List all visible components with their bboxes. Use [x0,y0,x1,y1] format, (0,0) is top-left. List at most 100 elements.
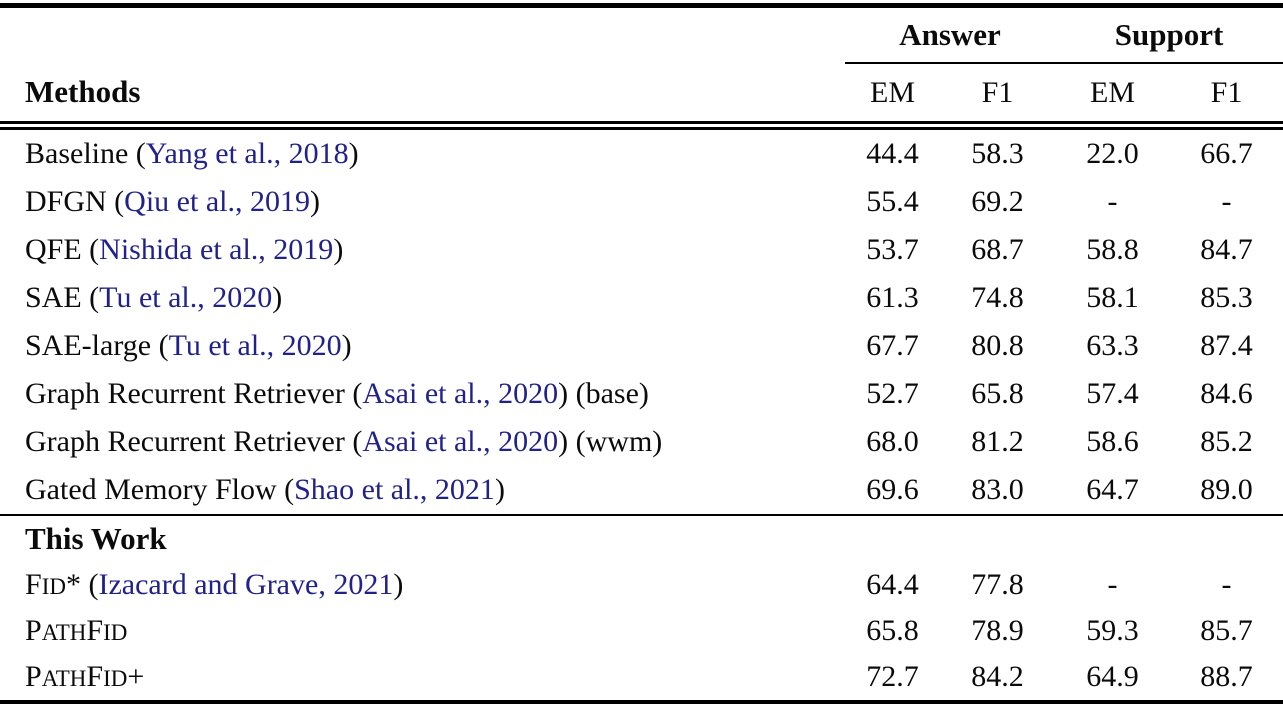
method-cell: DFGN (Qiu et al., 2019) [0,178,845,226]
metric-cell: 22.0 [1086,137,1139,170]
method-name-text: ) [341,329,352,362]
method-name-text: P [25,660,42,693]
subheader-row: Methods EM F1 EM F1 [0,63,1283,130]
table-row: SAE (Tu et al., 2020) 61.3 74.8 58.1 85.3 [0,274,1283,322]
section-label: This Work [0,514,845,562]
method-name-text: ) [309,185,320,218]
metric-cell-empty [1170,514,1283,562]
method-name-text: ) (base) [558,377,649,410]
citation-link[interactable]: Qiu et al., 2019 [124,185,310,218]
metric-cell: 69.2 [971,185,1024,218]
citation-link[interactable]: Shao et al., 2021 [294,473,495,506]
method-name-smallcaps: ATH [41,620,87,645]
citation-link[interactable]: Tu et al., 2020 [99,281,273,314]
metric-cell: 80.8 [971,329,1024,362]
results-table: Answer Support Methods EM F1 EM F1 Basel… [0,3,1283,704]
metric-cell: 53.7 [866,233,919,266]
table-row: QFE (Nishida et al., 2019) 53.7 68.7 58.8 84… [0,226,1283,274]
subheader-answer-em: EM [845,63,940,130]
metric-cell: 57.4 [1086,377,1139,410]
method-name-text: ) [272,281,283,314]
table-body-prior-work: Baseline (Yang et al., 2018) 44.4 58.3 22.0… [0,126,1283,516]
citation-link[interactable]: Tu et al., 2020 [168,329,342,362]
method-name-text: F [25,568,42,601]
metric-cell: 64.7 [1086,473,1139,506]
metric-cell: 87.4 [1200,329,1253,362]
metric-cell: 81.2 [971,425,1024,458]
section-header-row: This Work [0,514,1283,562]
method-name-text: Graph Recurrent Retriever ( [25,425,363,458]
method-name-text: F [86,660,104,693]
citation-link[interactable]: Nishida et al., 2019 [99,233,334,266]
table-row: PATHFID+ 72.7 84.2 64.9 88.7 [0,654,1283,702]
method-name-text: ) [393,568,404,601]
citation-link[interactable]: Izacard and Grave, 2021 [98,568,394,601]
method-name-smallcaps: ID [103,620,128,645]
method-cell: PATHFID [0,608,845,654]
method-name-smallcaps: ID [41,574,66,599]
metric-cell: 85.7 [1200,614,1253,647]
metric-cell: 61.3 [866,281,919,314]
table-row: Graph Recurrent Retriever (Asai et al., … [0,418,1283,466]
table-body-this-work: This Work FID* (Izacard and Grave, 2021) 6… [0,514,1283,702]
methods-column-header: Methods [0,63,845,130]
method-name-text: ) [333,233,344,266]
metric-cell: - [1107,568,1118,601]
metric-cell-empty [1055,514,1171,562]
metric-cell: 68.0 [866,425,919,458]
metric-cell: - [1107,185,1118,218]
metric-cell: 84.7 [1200,233,1253,266]
method-name-text: Gated Memory Flow ( [25,473,295,506]
table-row: PATHFID 65.8 78.9 59.3 85.7 [0,608,1283,654]
method-name-text: ) (wwm) [558,425,663,458]
header-spacer [0,6,845,64]
table-header: Answer Support Methods EM F1 EM F1 [0,5,1283,130]
metric-cell: 64.4 [866,568,919,601]
metric-cell: 89.0 [1200,473,1253,506]
metric-cell: 83.0 [971,473,1024,506]
metric-cell: 78.9 [971,614,1024,647]
metric-cell: 74.8 [971,281,1024,314]
citation-link[interactable]: Yang et al., 2018 [145,137,349,170]
method-name-text: SAE-large ( [25,329,169,362]
method-name-text: SAE ( [25,281,100,314]
method-name-text: Baseline ( [25,137,146,170]
method-name-text: + [127,660,145,693]
metric-cell: 58.8 [1086,233,1139,266]
citation-link[interactable]: Asai et al., 2020 [362,377,559,410]
method-name-smallcaps: ID [103,666,128,691]
col-group-support: Support [1055,5,1283,64]
metric-cell: 85.3 [1200,281,1253,314]
table-row: Graph Recurrent Retriever (Asai et al., … [0,370,1283,418]
metric-cell: 88.7 [1200,660,1253,693]
subheader-support-em: EM [1055,63,1171,130]
method-name-text: * ( [65,568,99,601]
method-cell: Graph Recurrent Retriever (Asai et al., … [0,418,845,466]
subheader-support-f1: F1 [1170,63,1283,130]
method-name-text: ) [348,137,359,170]
metric-cell-empty [845,514,940,562]
group-header-row: Answer Support [0,5,1283,64]
metric-cell: 63.3 [1086,329,1139,362]
method-name-text: QFE ( [25,233,100,266]
metric-cell: 77.8 [971,568,1024,601]
table-row: Gated Memory Flow (Shao et al., 2021) 69.… [0,466,1283,515]
method-cell: Gated Memory Flow (Shao et al., 2021) [0,466,845,515]
metric-cell: 58.1 [1086,281,1139,314]
citation-link[interactable]: Asai et al., 2020 [362,425,559,458]
metric-cell: - [1221,568,1232,601]
metric-cell: 52.7 [866,377,919,410]
metric-cell: 44.4 [866,137,919,170]
metric-cell: 55.4 [866,185,919,218]
metric-cell: 65.8 [866,614,919,647]
method-name-text: Graph Recurrent Retriever ( [25,377,363,410]
method-name-text: F [86,614,104,647]
method-cell: Graph Recurrent Retriever (Asai et al., … [0,370,845,418]
method-cell: SAE (Tu et al., 2020) [0,274,845,322]
metric-cell: 66.7 [1200,137,1253,170]
method-name-text: ) [494,473,505,506]
metric-cell: 84.2 [971,660,1024,693]
table-row: FID* (Izacard and Grave, 2021) 64.4 77.8 - - [0,562,1283,608]
table-row: DFGN (Qiu et al., 2019) 55.4 69.2 - - [0,178,1283,226]
metric-cell: 58.6 [1086,425,1139,458]
